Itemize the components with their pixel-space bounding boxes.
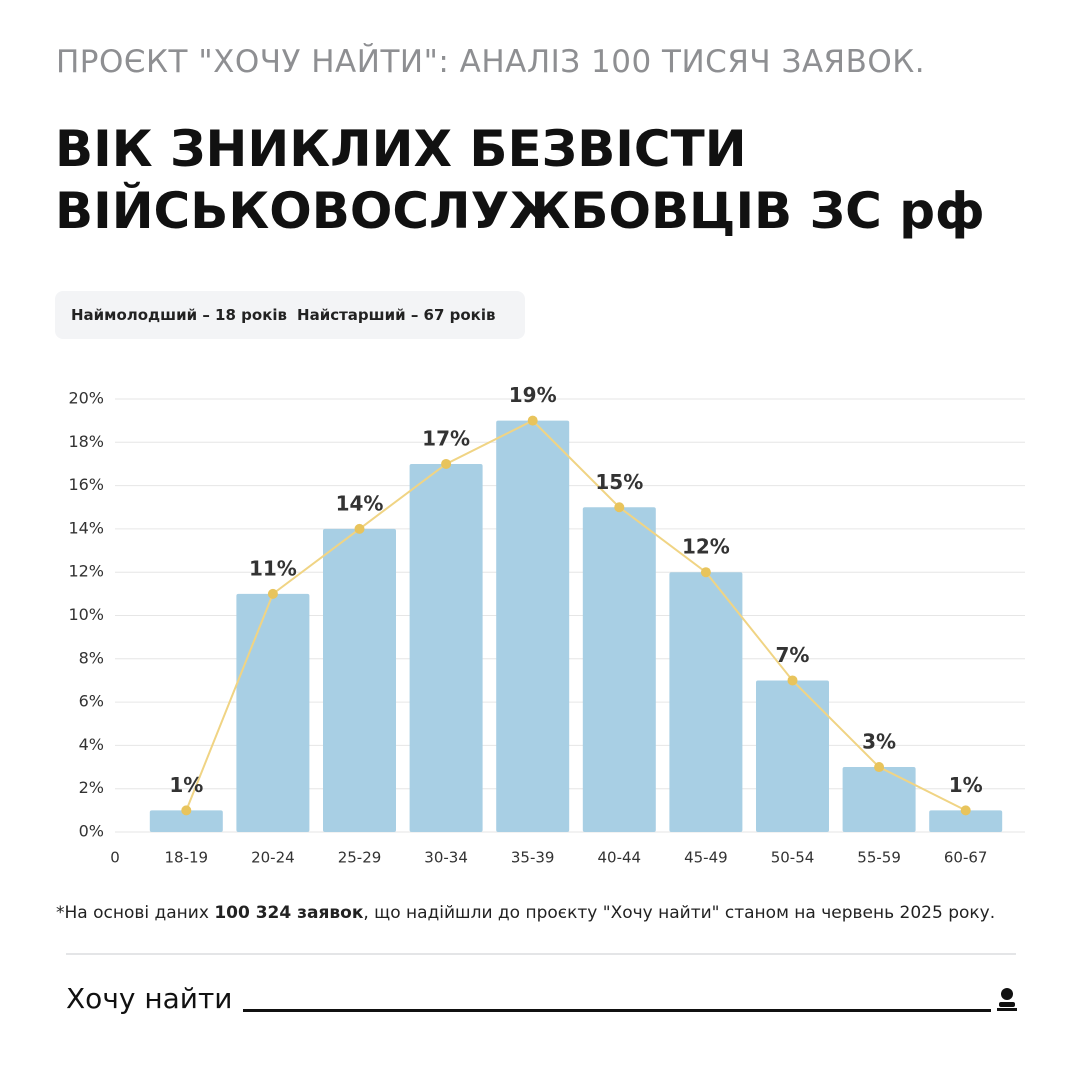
footer: Хочу найти xyxy=(66,982,233,1015)
bar xyxy=(409,463,483,832)
y-tick-label: 2% xyxy=(79,778,104,797)
x-tick-label: 20-24 xyxy=(251,849,295,867)
x-tick-label: 45-49 xyxy=(684,849,728,867)
value-label: 15% xyxy=(595,470,643,494)
trend-point xyxy=(614,502,625,513)
bar xyxy=(496,420,570,832)
x-tick-label: 60-67 xyxy=(944,849,988,867)
value-label: 11% xyxy=(249,556,297,580)
y-tick-label: 14% xyxy=(68,518,104,537)
trend-point xyxy=(874,762,885,773)
x-origin-label: 0 xyxy=(110,849,120,867)
y-tick-label: 8% xyxy=(79,648,104,667)
trend-point xyxy=(787,675,798,686)
separator xyxy=(66,953,1016,955)
x-tick-label: 25-29 xyxy=(338,849,382,867)
footnote-bold: 100 324 заявок xyxy=(214,903,364,923)
info-text: Найстарший – 67 років xyxy=(297,306,496,324)
bar xyxy=(582,507,656,832)
bar xyxy=(842,767,916,832)
trend-point xyxy=(700,567,711,578)
trend-point xyxy=(267,588,278,599)
x-tick-label: 50-54 xyxy=(771,849,815,867)
value-label: 3% xyxy=(862,730,896,754)
footnote-text: , що надійшли до проєкту "Хочу найти" ст… xyxy=(363,903,996,923)
footnote-marker: * xyxy=(56,903,65,923)
trend-line xyxy=(185,419,967,812)
value-label: 1% xyxy=(169,773,203,797)
x-tick-label: 30-34 xyxy=(424,849,468,867)
footer-line xyxy=(243,1009,991,1012)
trend-point xyxy=(960,805,971,816)
info-box: Наймолодший – 18 років Найстарший – 67 р… xyxy=(55,291,525,339)
y-tick-label: 16% xyxy=(68,475,104,494)
bar xyxy=(669,572,743,832)
title: ВІК ЗНИКЛИХ БЕЗВІСТИ ВІЙСЬКОВОСЛУЖБОВЦІВ… xyxy=(55,118,985,242)
subtitle: ПРОЄКТ "ХОЧУ НАЙТИ": АНАЛІЗ 100 ТИСЯЧ ЗА… xyxy=(56,44,926,80)
x-tick-label: 40-44 xyxy=(598,849,642,867)
value-label: 12% xyxy=(682,535,730,559)
y-tick-label: 6% xyxy=(79,692,104,711)
logo-icon xyxy=(997,988,1017,1011)
y-tick-label: 10% xyxy=(68,605,104,624)
trend-point xyxy=(354,523,365,534)
value-label: 17% xyxy=(422,426,470,450)
bar xyxy=(149,810,223,832)
footnote: *На основі даних 100 324 заявок, що наді… xyxy=(56,902,996,924)
chart: 0% 2% 4% 6% 8% 10% 12% 14% 16% 18% 20% 0 18-19 20-24 2… xyxy=(68,383,1025,867)
x-tick-label: 18-19 xyxy=(165,849,209,867)
bar xyxy=(236,593,310,832)
x-tick-label: 55-59 xyxy=(857,849,901,867)
footnote-text: На основі даних xyxy=(64,903,215,923)
y-tick-label: 12% xyxy=(68,562,104,581)
bar xyxy=(929,810,1003,832)
bar xyxy=(756,680,829,832)
info-text: Наймолодший – 18 років xyxy=(71,306,288,324)
y-tick-label: 18% xyxy=(68,432,104,451)
value-label: 1% xyxy=(949,773,983,797)
bar xyxy=(323,528,396,832)
trend-point xyxy=(441,458,452,469)
y-tick-label: 4% xyxy=(79,735,104,754)
x-tick-label: 35-39 xyxy=(511,849,555,867)
value-label: 14% xyxy=(336,491,384,515)
value-label: 19% xyxy=(509,383,557,407)
trend-point xyxy=(181,805,192,816)
title-line: ВІЙСЬКОВОСЛУЖБОВЦІВ ЗС рф xyxy=(55,182,985,240)
value-label: 7% xyxy=(776,643,810,667)
trend-point xyxy=(527,415,538,426)
y-tick-label: 0% xyxy=(79,822,104,841)
y-tick-label: 20% xyxy=(68,389,104,408)
title-line: ВІК ЗНИКЛИХ БЕЗВІСТИ xyxy=(55,120,747,178)
